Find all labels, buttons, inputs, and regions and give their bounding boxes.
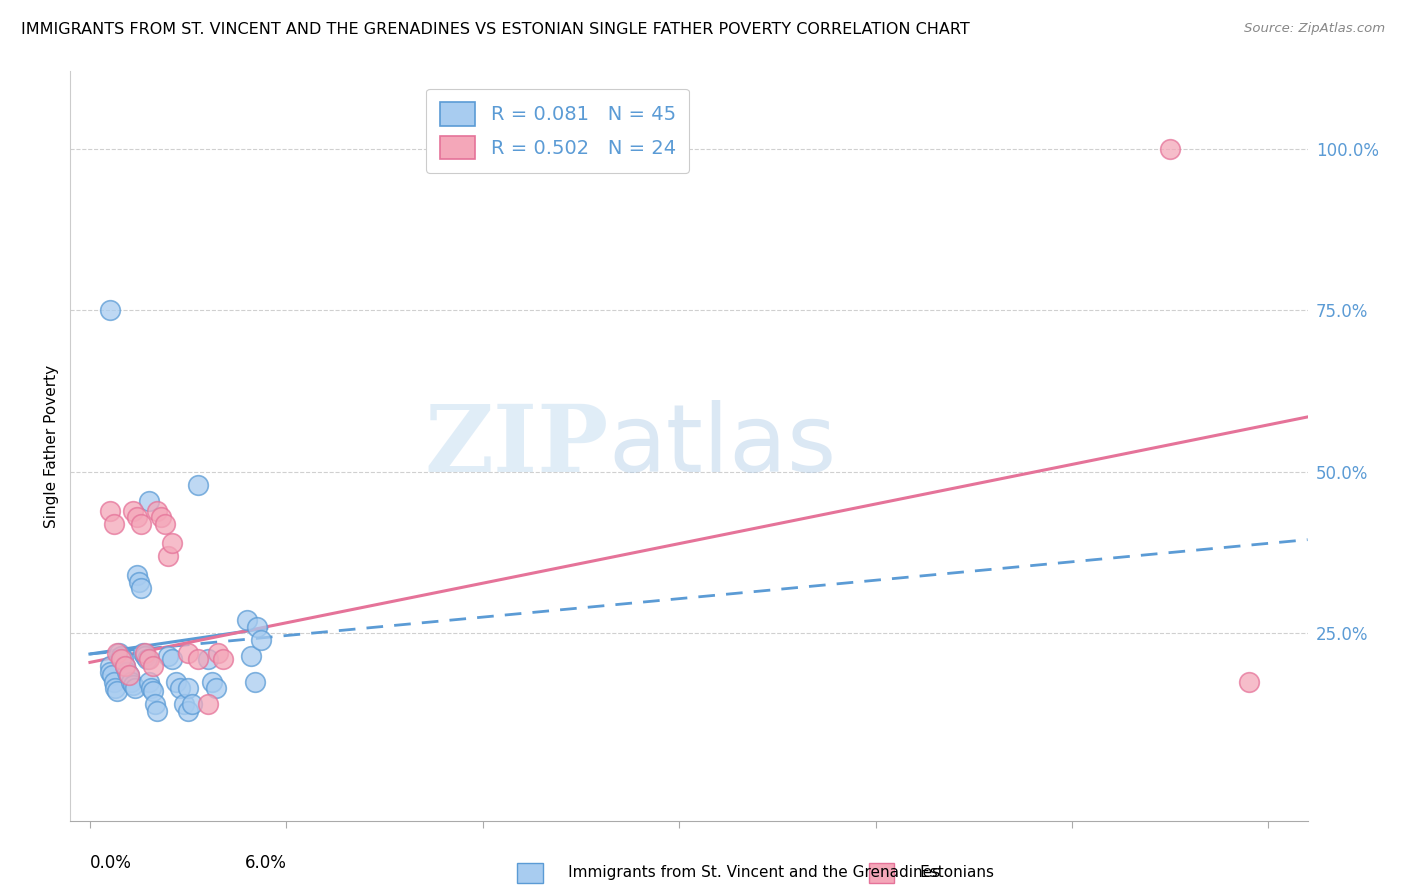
Point (122, 503, 145, 517)
Point (177, 704, 200, 718)
Point (125, 510, 148, 524)
Point (129, 516, 152, 531)
Text: Source: ZipAtlas.com: Source: ZipAtlas.com (1244, 22, 1385, 36)
Point (114, 658, 136, 673)
Point (107, 646, 129, 660)
Point (142, 684, 165, 698)
Point (98, 303, 121, 318)
Point (138, 674, 160, 689)
Text: IMMIGRANTS FROM ST. VINCENT AND THE GRENADINES VS ESTONIAN SINGLE FATHER POVERTY: IMMIGRANTS FROM ST. VINCENT AND THE GREN… (21, 22, 970, 37)
Point (181, 698, 204, 712)
Point (124, 681, 146, 696)
Point (132, 646, 155, 660)
Point (162, 652, 184, 666)
Point (134, 646, 156, 660)
Point (110, 652, 132, 666)
Point (98, 665, 121, 679)
Text: Immigrants from St. Vincent and the Grenadines: Immigrants from St. Vincent and the Gren… (534, 865, 941, 880)
Point (157, 648, 180, 663)
Point (135, 652, 157, 666)
Text: 6.0%: 6.0% (245, 855, 287, 872)
Point (125, 568, 148, 582)
Point (145, 503, 167, 517)
Text: atlas: atlas (609, 400, 837, 492)
Text: Estonians: Estonians (886, 865, 994, 880)
Point (197, 698, 219, 712)
Point (177, 681, 200, 696)
Point (139, 681, 162, 696)
Point (169, 681, 191, 696)
Point (173, 698, 195, 712)
Point (120, 674, 142, 689)
Point (100, 668, 122, 682)
Point (204, 681, 226, 696)
Point (117, 665, 139, 679)
Point (240, 648, 263, 663)
Point (243, 674, 266, 689)
Text: 0.0%: 0.0% (90, 855, 132, 872)
Point (110, 648, 132, 663)
Point (108, 646, 131, 660)
Point (122, 678, 145, 692)
Point (201, 674, 224, 689)
Point (104, 681, 127, 696)
Point (165, 674, 187, 689)
Point (142, 658, 165, 673)
Point (197, 652, 219, 666)
Point (207, 646, 229, 660)
Point (107, 684, 129, 698)
Point (162, 536, 184, 550)
Point (134, 648, 156, 663)
Point (1159, 142, 1181, 156)
Point (138, 652, 160, 666)
Point (187, 477, 209, 491)
Point (138, 494, 160, 508)
Text: ZIP: ZIP (425, 401, 609, 491)
Point (103, 674, 125, 689)
Point (143, 698, 166, 712)
Point (145, 704, 167, 718)
Point (114, 658, 136, 673)
Point (98, 658, 121, 673)
Legend: R = 0.081   N = 45, R = 0.502   N = 24: R = 0.081 N = 45, R = 0.502 N = 24 (426, 88, 689, 173)
Point (177, 646, 200, 660)
Point (112, 652, 135, 666)
Point (98, 503, 121, 517)
Point (187, 652, 209, 666)
Point (118, 668, 141, 682)
Point (249, 632, 271, 647)
Point (246, 620, 269, 634)
Point (153, 516, 176, 531)
Point (236, 614, 259, 628)
Point (129, 581, 152, 595)
Point (1237, 674, 1260, 689)
Point (149, 510, 172, 524)
Point (157, 549, 180, 563)
Point (128, 574, 150, 589)
Point (118, 668, 141, 682)
Y-axis label: Single Father Poverty: Single Father Poverty (44, 365, 59, 527)
Point (212, 652, 235, 666)
Point (103, 516, 125, 531)
